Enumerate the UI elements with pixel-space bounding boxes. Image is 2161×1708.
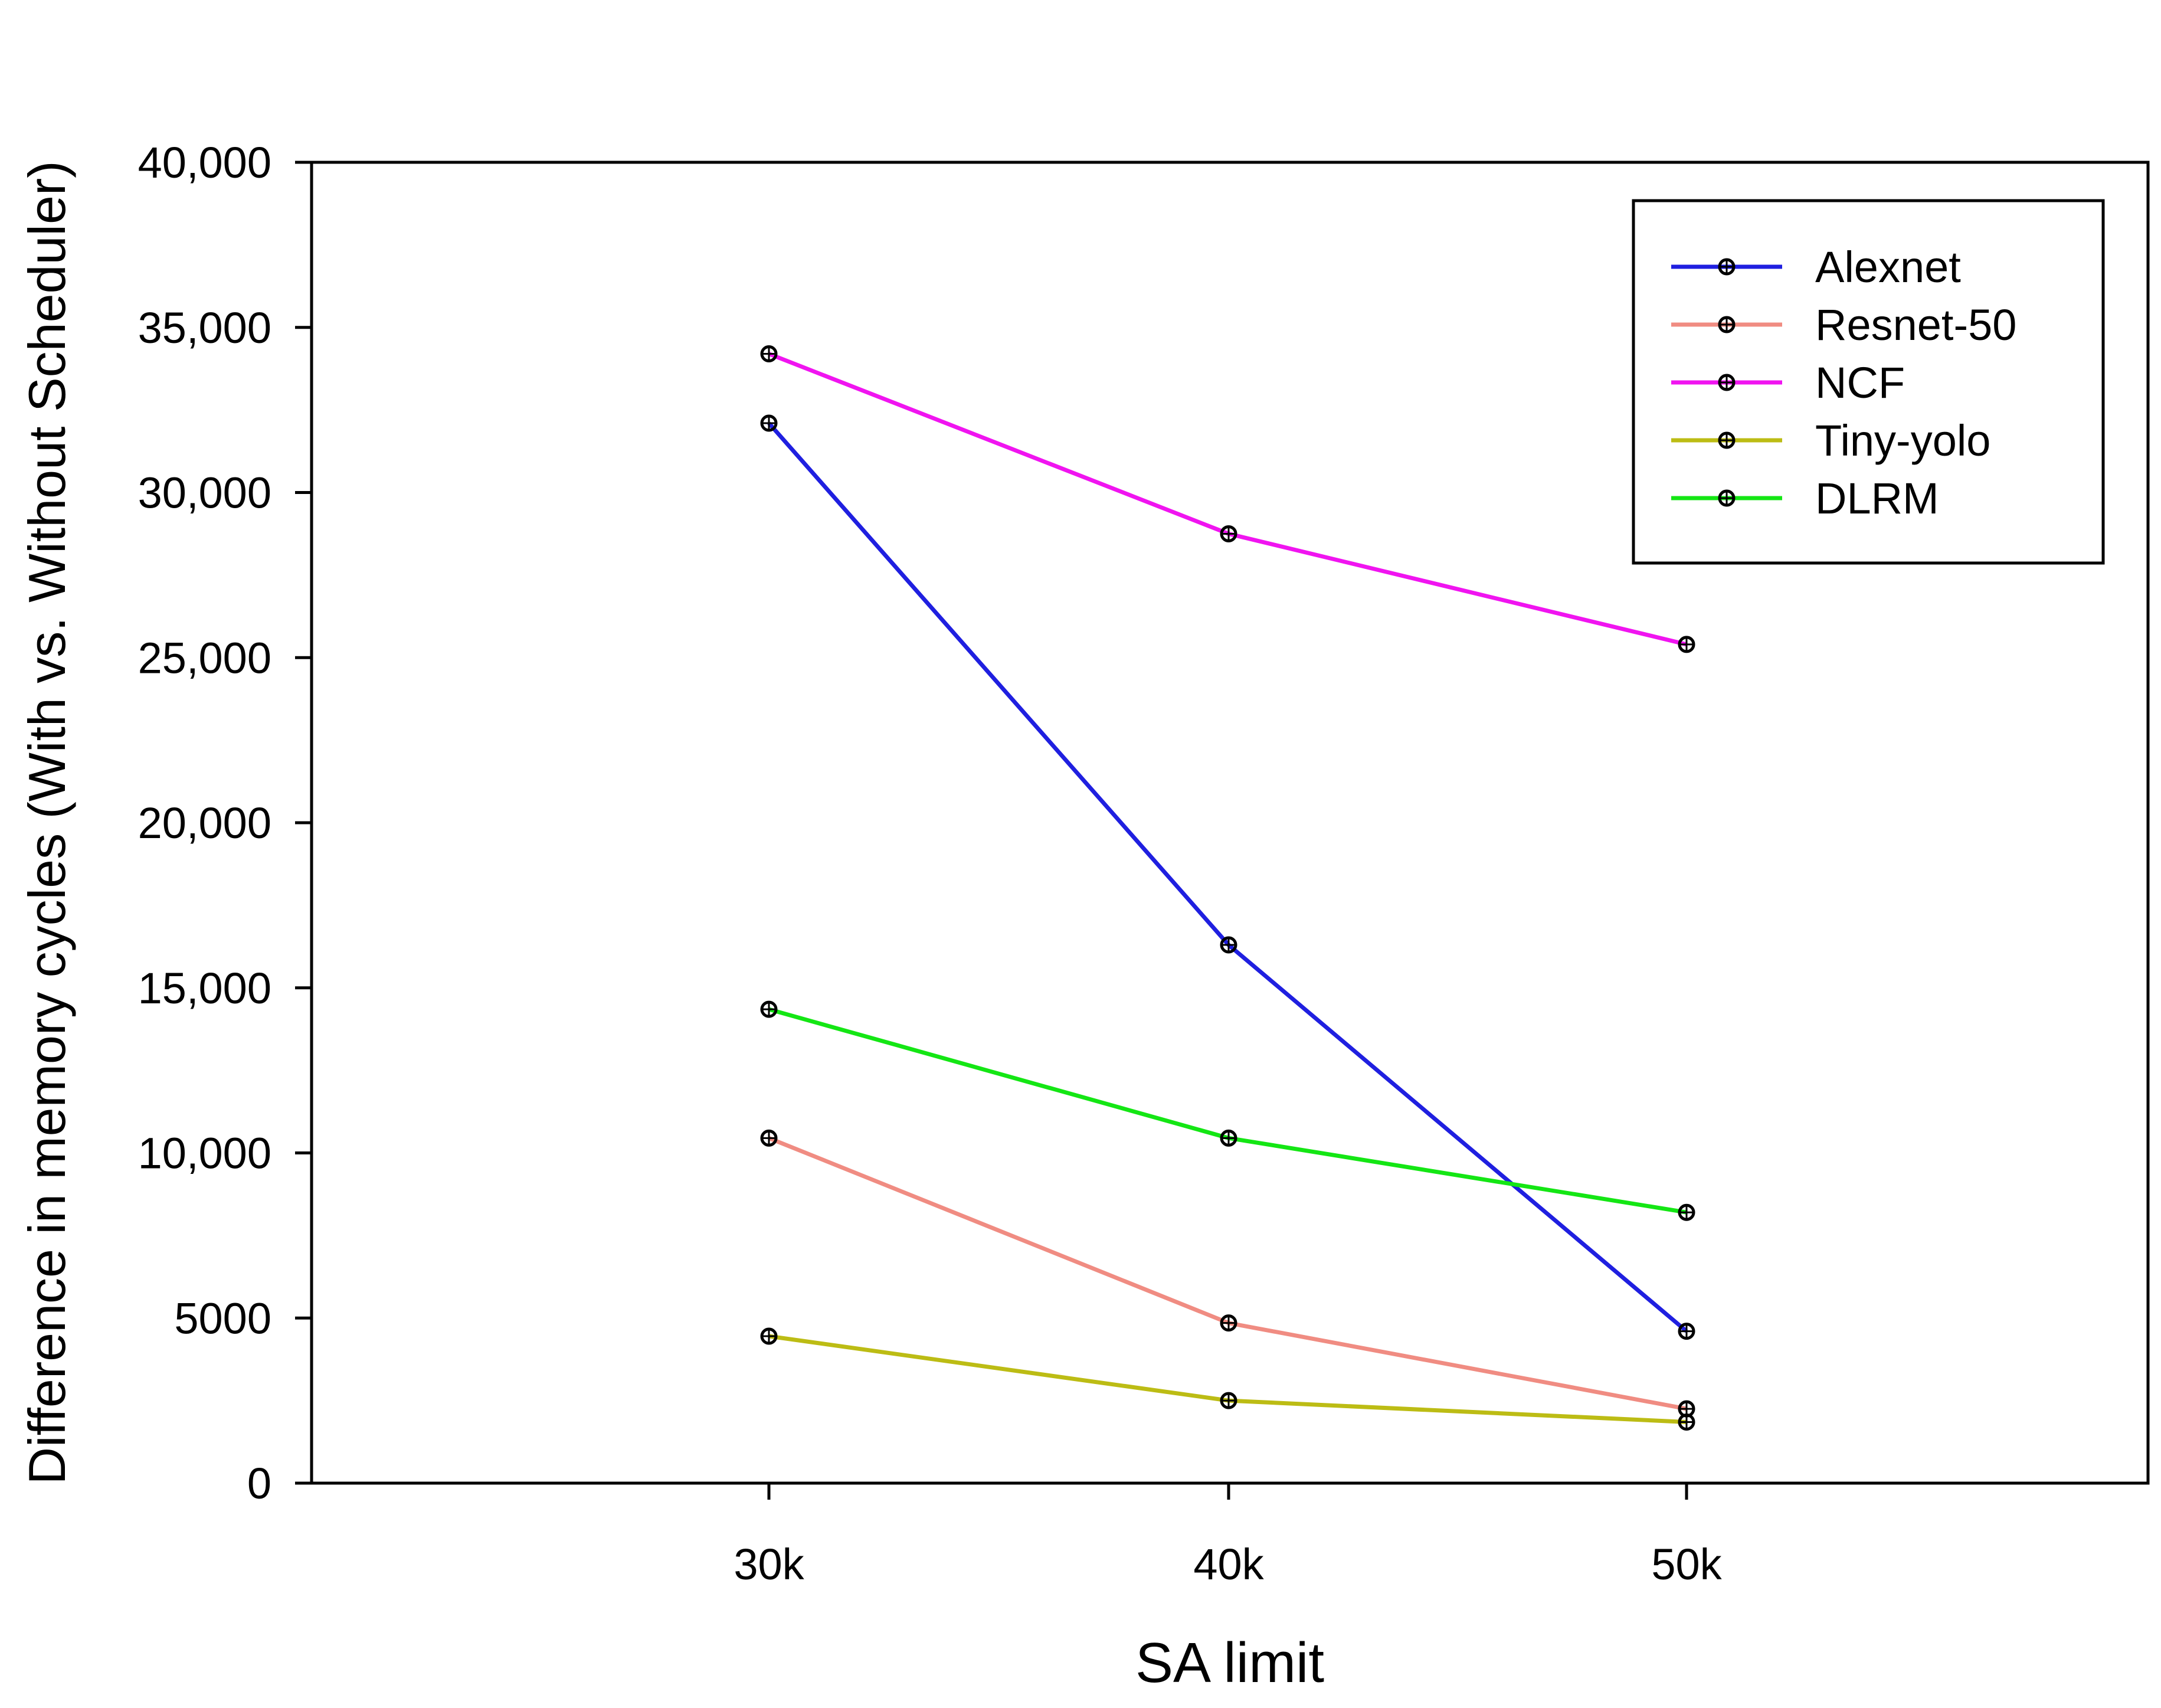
legend-marker [1718,431,1736,449]
data-point-alexnet [1220,936,1237,954]
data-point-dlrm [760,1000,778,1018]
y-tick-label: 35,000 [138,303,271,352]
x-tick-label: 30k [734,1540,804,1589]
data-point-tiny-yolo [760,1327,778,1345]
y-tick-label: 20,000 [138,799,271,848]
y-tick-label: 10,000 [138,1129,271,1178]
legend-item-ncf: NCF [1671,358,1905,407]
data-point-tiny-yolo [1220,1392,1237,1409]
data-point-ncf [1220,525,1237,542]
y-tick-label: 30,000 [138,469,271,518]
legend-label: Resnet-50 [1815,300,2016,349]
legend-label: NCF [1815,358,1905,407]
y-tick-label: 0 [247,1459,271,1508]
y-tick-label: 25,000 [138,633,271,682]
legend-marker [1718,489,1736,507]
x-tick-label: 50k [1651,1540,1722,1589]
data-point-ncf [760,345,778,363]
legend-marker [1718,316,1736,333]
legend: Alexnet Resnet-50 NCF Tiny-yolo DLRM [1632,199,2105,565]
legend-item-alexnet: Alexnet [1671,243,1961,292]
legend-label: Alexnet [1815,243,1961,292]
y-axis-label: Difference in memory cycles (With vs. Wi… [18,161,76,1484]
x-tick-label: 40k [1193,1540,1264,1589]
data-point-alexnet [1678,1323,1695,1340]
legend-label: DLRM [1815,474,1939,523]
legend-item-tiny-yolo: Tiny-yolo [1671,416,1990,465]
legend-item-dlrm: DLRM [1671,474,1939,523]
legend-item-resnet-50: Resnet-50 [1671,300,2016,349]
data-point-tiny-yolo [1678,1413,1695,1431]
data-point-alexnet [760,414,778,432]
data-point-resnet-50 [1220,1314,1237,1332]
axis-layer: 0 5000 10,000 15,000 20,000 25,000 30,000 35,00… [138,138,1723,1589]
y-tick-label: 40,000 [138,138,271,187]
legend-marker [1718,374,1736,391]
y-tick-label: 5000 [174,1294,271,1343]
legend-label: Tiny-yolo [1815,416,1990,465]
y-tick-label: 15,000 [138,964,271,1013]
series-layer [760,345,1695,1431]
x-axis-label: SA limit [1135,1631,1324,1694]
data-point-dlrm [1220,1129,1237,1147]
legend-marker [1718,258,1736,276]
data-point-resnet-50 [760,1129,778,1147]
data-point-dlrm [1678,1203,1695,1221]
data-point-ncf [1678,636,1695,653]
